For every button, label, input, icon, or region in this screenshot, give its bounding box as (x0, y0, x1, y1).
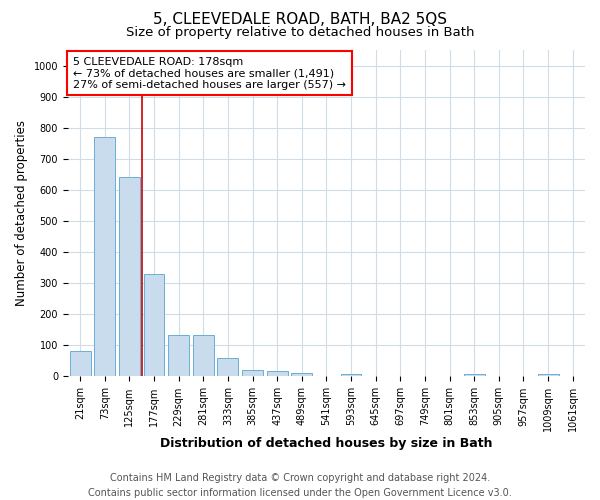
Bar (341, 374, 361, 376)
Bar (538, 374, 559, 376)
Bar (168, 335, 189, 376)
Bar (291, 373, 312, 376)
Text: Size of property relative to detached houses in Bath: Size of property relative to detached ho… (126, 26, 474, 39)
Bar (464, 374, 485, 376)
Bar (143, 274, 164, 376)
Text: Contains HM Land Registry data © Crown copyright and database right 2024.
Contai: Contains HM Land Registry data © Crown c… (88, 472, 512, 498)
Y-axis label: Number of detached properties: Number of detached properties (15, 120, 28, 306)
Text: 5, CLEEVEDALE ROAD, BATH, BA2 5QS: 5, CLEEVEDALE ROAD, BATH, BA2 5QS (153, 12, 447, 28)
X-axis label: Distribution of detached houses by size in Bath: Distribution of detached houses by size … (160, 437, 493, 450)
Bar (242, 370, 263, 376)
Text: 5 CLEEVEDALE ROAD: 178sqm
← 73% of detached houses are smaller (1,491)
27% of se: 5 CLEEVEDALE ROAD: 178sqm ← 73% of detac… (73, 56, 346, 90)
Bar (70, 350, 91, 376)
Bar (94, 137, 115, 376)
Bar (193, 335, 214, 376)
Bar (119, 176, 140, 376)
Bar (266, 371, 287, 376)
Bar (217, 358, 238, 376)
